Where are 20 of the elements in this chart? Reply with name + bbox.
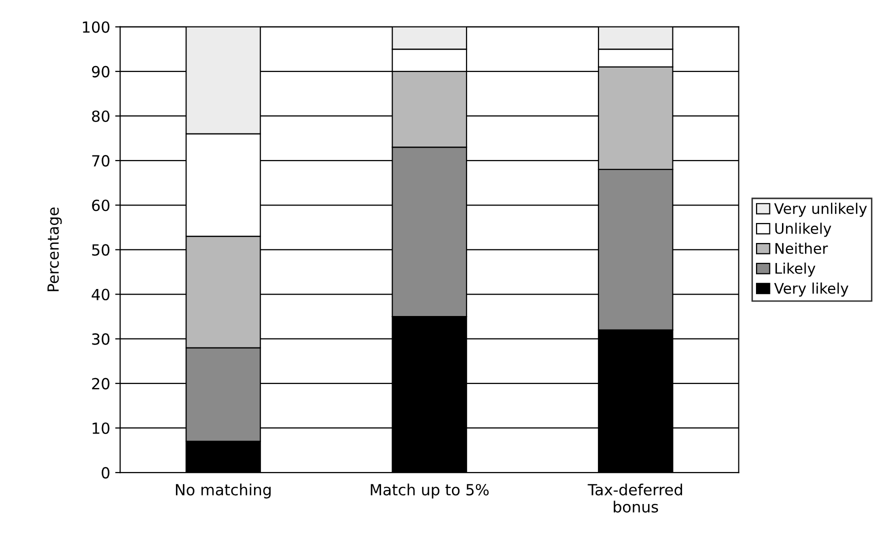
y-tick-label: 30	[92, 333, 110, 345]
y-tick-label: 70	[92, 155, 110, 167]
y-tick-label: 20	[92, 378, 110, 390]
y-tick-label: 100	[82, 21, 110, 33]
legend-label: Neither	[775, 242, 828, 254]
x-tick-label: Match up to 5%	[370, 484, 489, 498]
legend-label: Likely	[775, 262, 816, 277]
y-tick-label: 80	[92, 110, 110, 122]
x-tick-label: No matching	[176, 484, 271, 498]
legend-label: Very likely	[774, 282, 848, 297]
y-tick-label: 10	[92, 422, 110, 434]
legend-label: Very unlikely	[774, 202, 867, 217]
x-tick-label: Tax-deferred bonus	[588, 484, 682, 513]
y-tick-label: 0	[102, 467, 110, 479]
y-axis-title: Percentage	[48, 208, 62, 292]
y-tick-label: 90	[92, 66, 110, 78]
legend-label: Unlikely	[775, 222, 832, 237]
y-tick-label: 40	[92, 288, 110, 300]
y-tick-label: 50	[92, 244, 110, 256]
y-tick-label: 60	[92, 200, 110, 212]
